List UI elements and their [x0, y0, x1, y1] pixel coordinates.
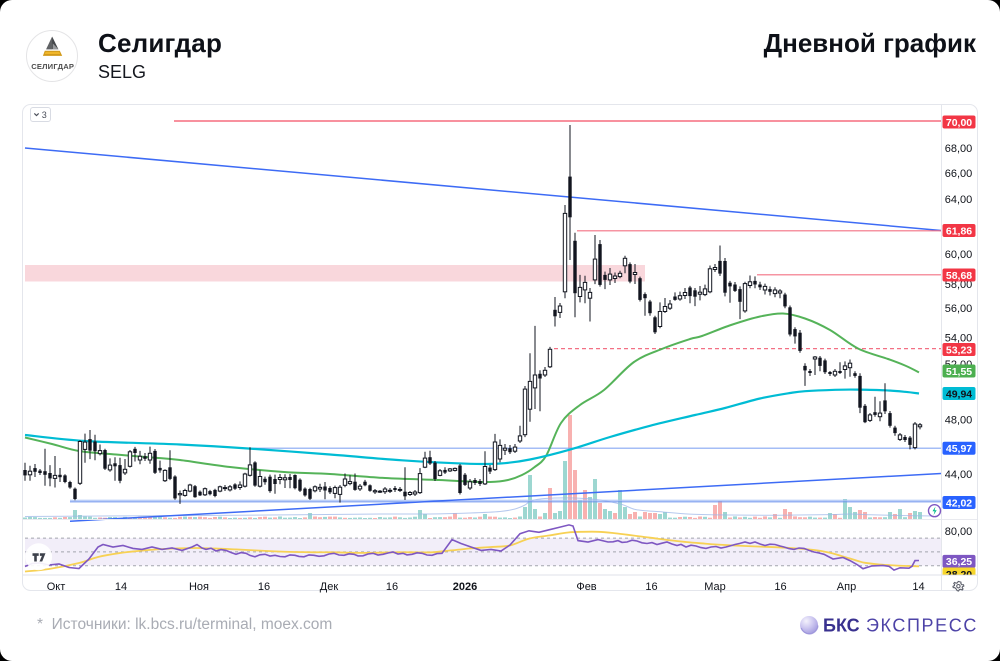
svg-text:2026: 2026	[453, 581, 477, 593]
svg-text:54,00: 54,00	[945, 332, 973, 344]
svg-text:СЕЛИГДАР: СЕЛИГДАР	[31, 62, 74, 71]
svg-text:БКС: БКС	[823, 616, 860, 636]
svg-text:Мар: Мар	[704, 581, 726, 593]
svg-text:16: 16	[258, 581, 270, 593]
svg-text:ЭКСПРЕСС: ЭКСПРЕСС	[866, 616, 978, 636]
svg-text:51,55: 51,55	[946, 366, 972, 378]
svg-text:36,25: 36,25	[946, 556, 972, 568]
svg-text:Окт: Окт	[47, 581, 66, 593]
svg-text:28,20: 28,20	[946, 569, 972, 581]
svg-text:44,00: 44,00	[945, 469, 973, 481]
svg-text:61,86: 61,86	[946, 225, 972, 237]
svg-text:66,00: 66,00	[945, 168, 973, 180]
svg-text:16: 16	[774, 581, 786, 593]
svg-text:14: 14	[912, 581, 924, 593]
svg-text:42,02: 42,02	[946, 497, 972, 509]
svg-text:16: 16	[386, 581, 398, 593]
svg-text:68,00: 68,00	[945, 143, 973, 155]
svg-text:Апр: Апр	[837, 581, 856, 593]
svg-text:Дек: Дек	[320, 581, 339, 593]
svg-text:58,68: 58,68	[946, 270, 972, 282]
svg-text:45,97: 45,97	[946, 443, 972, 455]
svg-text:53,23: 53,23	[946, 344, 972, 356]
svg-text:16: 16	[645, 581, 657, 593]
svg-text:64,00: 64,00	[945, 194, 973, 206]
svg-text:60,00: 60,00	[945, 249, 973, 261]
svg-text:58,00: 58,00	[945, 279, 973, 291]
svg-text:56,00: 56,00	[945, 303, 973, 315]
svg-text:49,94: 49,94	[946, 388, 972, 400]
svg-text:Ноя: Ноя	[189, 581, 209, 593]
svg-text:Фев: Фев	[576, 581, 596, 593]
svg-text:48,00: 48,00	[945, 414, 973, 426]
svg-text:70,00: 70,00	[946, 117, 972, 129]
svg-text:14: 14	[115, 581, 127, 593]
svg-text:80,00: 80,00	[945, 526, 973, 538]
